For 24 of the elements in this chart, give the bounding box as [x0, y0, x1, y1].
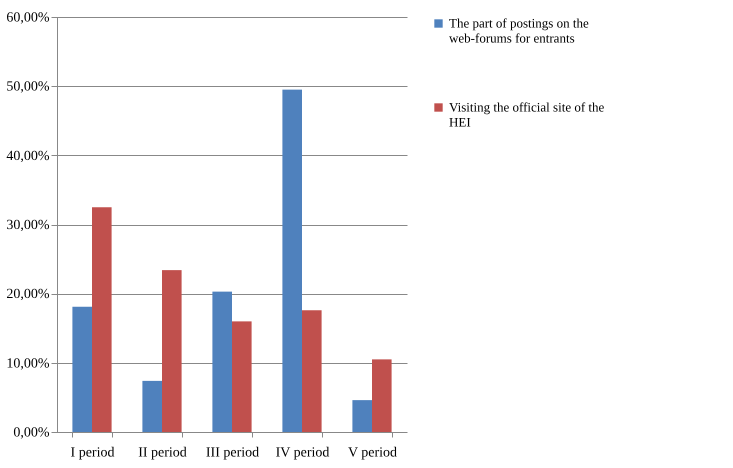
- y-tick-label: 30,00%: [6, 218, 50, 233]
- legend-label: Visiting the official site of the HEI: [449, 100, 605, 130]
- bar: [72, 306, 92, 432]
- bar: [232, 321, 252, 432]
- x-tick-label: V period: [348, 446, 398, 460]
- bar: [282, 90, 302, 432]
- bar: [372, 359, 392, 432]
- bar: [142, 380, 162, 432]
- y-tick-label: 10,00%: [6, 356, 50, 372]
- bar: [302, 310, 322, 432]
- legend-label: The part of postings on the web-forums for entrants: [449, 16, 589, 46]
- y-tick-label: 60,00%: [6, 10, 50, 26]
- x-tick-label: IV period: [276, 446, 330, 460]
- bar: [162, 270, 182, 432]
- bar: [352, 400, 372, 432]
- bar: [92, 207, 112, 432]
- y-tick-label: 20,00%: [6, 287, 50, 302]
- x-tick-label: I period: [70, 446, 114, 460]
- bar: [212, 292, 232, 432]
- y-tick-label: 0,00%: [13, 426, 50, 440]
- y-tick-label: 50,00%: [6, 80, 50, 95]
- x-tick-label: II period: [138, 446, 187, 460]
- x-tick-label: III period: [206, 446, 260, 460]
- y-tick-label: 40,00%: [6, 148, 50, 164]
